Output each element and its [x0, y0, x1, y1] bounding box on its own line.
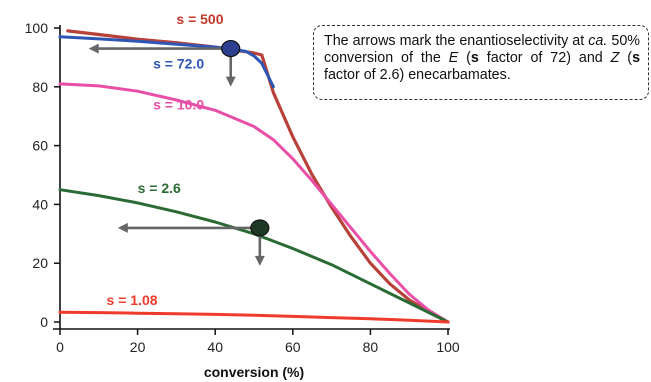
- annotation-text: (: [619, 50, 633, 66]
- marker-dot: [221, 39, 241, 58]
- x-tick-label: 40: [207, 339, 223, 355]
- series-line: [66, 29, 450, 324]
- annotation-text: s: [470, 50, 479, 66]
- annotation-text: The arrows mark the enantioselectivity a…: [324, 33, 589, 49]
- left-arrowhead: [88, 43, 99, 54]
- annotation-text: factor of 72) and: [478, 50, 611, 66]
- annotation-text: Z: [610, 50, 620, 66]
- y-tick-label: 0: [40, 314, 48, 330]
- marker-layer: [88, 39, 270, 266]
- left-arrowhead: [117, 222, 128, 233]
- annotation-text: factor of 2.6) enecarbamates.: [324, 67, 511, 83]
- x-axis-label: conversion (%): [204, 364, 304, 380]
- x-tick-label: 100: [436, 339, 460, 355]
- annotation-text: (: [458, 50, 471, 66]
- x-tick-label: 80: [363, 339, 379, 355]
- marker-group: [88, 39, 241, 87]
- annotation-text: E: [448, 50, 459, 66]
- y-tick-label: 20: [32, 255, 48, 271]
- series-line: [58, 310, 450, 324]
- down-arrowhead: [254, 255, 265, 266]
- label-layer: s = 500 s = 72.0 s = 10.0 s = 2.6 s = 1.08: [107, 11, 224, 308]
- annotation-text: s: [632, 50, 641, 66]
- down-arrowhead: [225, 76, 236, 87]
- annotation-text: 50% conversion of the: [324, 33, 641, 66]
- axes: 0 20 40 60 80 100 0 20 40 60 80 100: [25, 20, 460, 355]
- marker-group: [117, 219, 270, 266]
- x-tick-label: 60: [285, 339, 301, 355]
- y-tick-label: 60: [32, 138, 48, 154]
- x-tick-label: 20: [130, 339, 146, 355]
- annotation-box: The arrows mark the enantioselectivity a…: [313, 25, 649, 100]
- series-label: s = 72.0: [153, 55, 204, 71]
- series-line: [58, 82, 450, 324]
- series-label: s = 500: [176, 11, 223, 27]
- series-label: s = 2.6: [138, 180, 181, 196]
- series-label: s = 10.0: [153, 96, 204, 112]
- marker-dot: [250, 219, 270, 237]
- y-tick-label: 100: [25, 20, 49, 36]
- x-tick-label: 0: [56, 339, 64, 355]
- annotation-text: ca.: [588, 33, 608, 49]
- y-tick-label: 40: [32, 196, 48, 212]
- y-tick-label: 80: [32, 79, 48, 95]
- series-label: s = 1.08: [107, 292, 158, 308]
